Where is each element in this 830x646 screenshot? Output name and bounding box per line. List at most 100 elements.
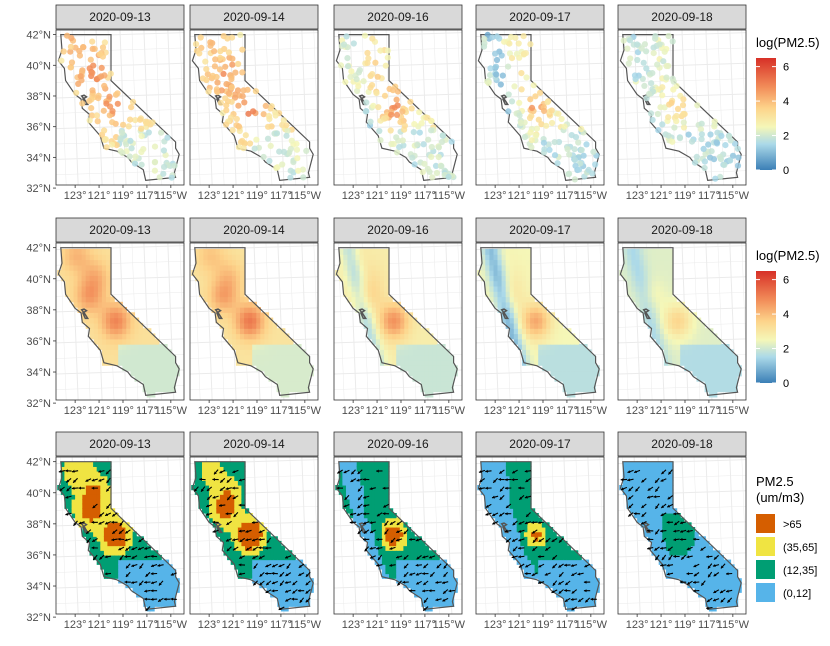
monitor-point: [161, 163, 168, 170]
grid-line: [468, 243, 474, 400]
wind-arrow-head: [305, 599, 309, 603]
category-surface: [335, 461, 458, 612]
category-cell: [209, 489, 214, 495]
surface-cell: [126, 317, 131, 324]
surface-cell: [240, 296, 245, 303]
surface-cell: [680, 328, 685, 335]
surface-cell: [708, 344, 714, 350]
surface-cell: [655, 248, 661, 255]
monitor-point: [88, 105, 95, 112]
category-cell: [202, 503, 207, 509]
surface-cell: [587, 386, 592, 393]
surface-cell: [379, 296, 385, 303]
category-cell: [89, 536, 94, 542]
category-cell: [209, 508, 214, 514]
category-cell: [103, 503, 109, 509]
wind-arrow-head: [225, 512, 229, 516]
x-axis: 123° 121° 119° 117°115°W: [342, 185, 466, 202]
y-tick-label: 34°N: [26, 367, 51, 379]
category-cell: [421, 550, 426, 556]
surface-cell: [566, 381, 572, 387]
x-axis: 123° 121° 119° 117°115°W: [626, 185, 750, 202]
surface-cell: [150, 370, 156, 377]
surface-cell: [244, 312, 249, 319]
wind-arrow-head: [363, 478, 366, 481]
surface-cell: [591, 365, 596, 372]
category-cell: [132, 573, 137, 579]
surface-cell: [215, 296, 221, 303]
surface-cell: [647, 317, 653, 324]
monitor-point: [487, 72, 494, 79]
wind-arrow-head: [131, 556, 135, 559]
category-cell: [219, 503, 225, 509]
x-tick-label: 119°: [246, 405, 268, 417]
category-cell: [172, 587, 177, 593]
category-cell: [198, 461, 203, 467]
category-cell: [381, 517, 387, 523]
monitor-point: [527, 129, 534, 136]
category-cell: [349, 461, 354, 467]
category-cell: [60, 475, 65, 481]
surface-cell: [248, 312, 253, 319]
monitor-point: [106, 93, 113, 100]
category-cell: [216, 503, 221, 509]
surface-cell: [379, 333, 385, 340]
wind-arrow-head: [150, 597, 154, 601]
surface-cell: [355, 280, 361, 287]
surface-cell: [57, 270, 62, 276]
surface-cell: [716, 354, 722, 361]
surface-cell: [89, 280, 95, 287]
category-cell: [288, 559, 293, 565]
surface-cell: [384, 264, 389, 271]
x-tick-label: 123°: [64, 619, 87, 631]
surface-cell: [81, 270, 87, 276]
surface-cell: [142, 344, 148, 350]
category-cell: [446, 568, 451, 575]
wind-arrow-head: [158, 598, 162, 602]
monitor-point: [388, 140, 395, 148]
monitor-point: [545, 141, 552, 148]
colorbar-label: 6: [783, 62, 789, 74]
surface-cell: [73, 285, 79, 292]
surface-cell: [554, 349, 560, 356]
surface-cell: [379, 328, 385, 335]
category-cell: [381, 471, 387, 477]
surface-cell: [639, 275, 645, 282]
surface-cell: [659, 285, 665, 292]
wind-arrow-head: [99, 513, 103, 517]
category-cell: [68, 503, 73, 509]
category-cell: [363, 522, 369, 528]
surface-cell: [93, 254, 99, 261]
monitor-point: [228, 98, 235, 105]
category-cell: [93, 466, 98, 472]
monitor-point: [566, 170, 573, 177]
surface-cell: [680, 312, 685, 319]
category-cell: [237, 513, 243, 519]
surface-cell: [199, 270, 204, 276]
surface-cell: [526, 248, 531, 255]
y-tick-label: 38°N: [26, 519, 51, 531]
surface-cell: [106, 322, 111, 329]
monitor-point: [516, 54, 523, 61]
surface-cell: [126, 322, 131, 329]
category-cell: [374, 522, 379, 528]
monitor-point: [251, 145, 258, 152]
surface-cell: [668, 333, 673, 340]
monitor-point: [342, 78, 349, 86]
monitor-point: [654, 61, 661, 68]
surface-cell: [546, 349, 551, 356]
surface-cell: [692, 354, 698, 361]
surface-cell: [445, 386, 450, 393]
monitor-point: [702, 150, 709, 157]
surface-cell: [526, 301, 531, 308]
surface-cell: [408, 322, 414, 329]
facet-strip: [333, 4, 463, 30]
category-cell: [132, 540, 137, 547]
surface-cell: [696, 344, 702, 350]
surface-cell: [558, 359, 564, 366]
x-tick-label: 117°: [556, 405, 578, 417]
category-cell: [100, 466, 105, 472]
surface-cell: [521, 280, 527, 287]
category-cell: [442, 582, 448, 589]
